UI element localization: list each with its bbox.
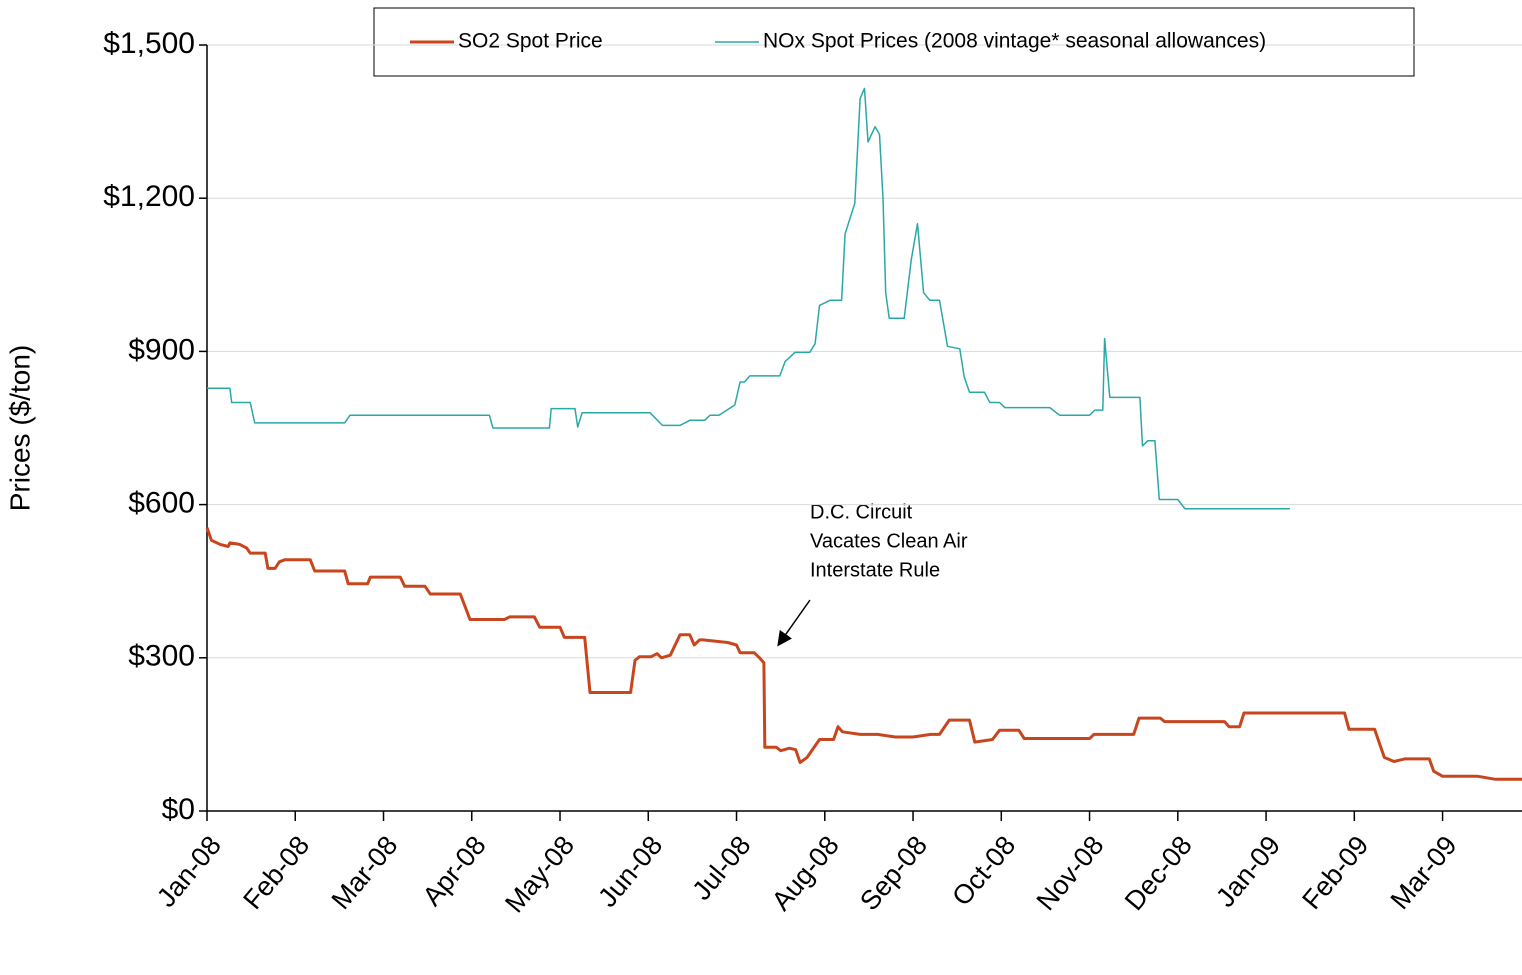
- x-tick-label: Feb-09: [1296, 830, 1374, 915]
- x-tick-label: Mar-08: [326, 830, 404, 915]
- x-tick-label: Aug-08: [766, 830, 845, 916]
- x-tick-label: Dec-08: [1119, 830, 1198, 916]
- y-tick-label: $300: [128, 640, 195, 673]
- annotation-arrow: [777, 599, 811, 647]
- x-tick-label: Jun-08: [592, 830, 668, 913]
- series-line: [205, 527, 1522, 781]
- x-tick-label: Oct-08: [946, 830, 1021, 911]
- annotation: Interstate Rule: [810, 559, 940, 581]
- y-tick-label: $900: [128, 333, 195, 366]
- annotation: Vacates Clean Air: [810, 530, 968, 552]
- x-tick-label: Jan-09: [1210, 830, 1286, 913]
- x-tick-label: Nov-08: [1031, 830, 1110, 916]
- x-tick-label: Jan-08: [151, 830, 227, 913]
- x-tick-label: Mar-09: [1385, 830, 1463, 915]
- series-line: [207, 87, 1290, 510]
- y-tick-label: $0: [162, 793, 195, 826]
- legend-label: NOx Spot Prices (2008 vintage* seasonal …: [763, 30, 1266, 53]
- x-tick-label: Sep-08: [854, 830, 933, 916]
- x-tick-label: Apr-08: [417, 830, 492, 911]
- annotation: D.C. Circuit: [810, 501, 913, 523]
- legend-label: SO2 Spot Price: [458, 30, 603, 53]
- y-tick-label: $1,200: [103, 180, 195, 213]
- x-tick-label: Feb-08: [237, 830, 315, 915]
- y-tick-label: $600: [128, 487, 195, 520]
- y-axis-title: Prices ($/ton): [4, 345, 35, 512]
- legend-box: [373, 7, 1415, 77]
- x-tick-label: May-08: [499, 830, 580, 918]
- y-tick-label: $1,500: [103, 27, 195, 60]
- x-tick-label: Jul-08: [686, 830, 756, 906]
